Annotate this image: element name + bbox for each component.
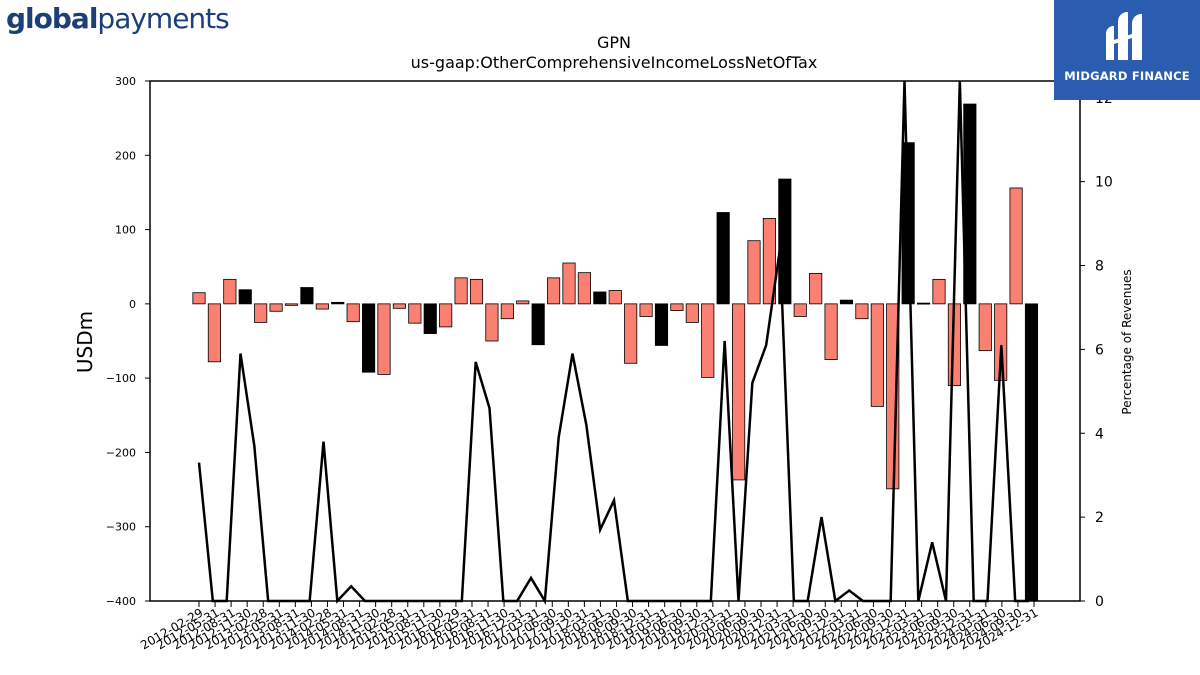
bar	[562, 262, 576, 305]
bar	[439, 303, 453, 328]
brand-logo: globalpayments	[6, 2, 230, 35]
y2-tick-label: 2	[1095, 510, 1104, 526]
bar	[269, 303, 283, 312]
plot-frame	[149, 80, 1081, 602]
y2-tick-label: 0	[1095, 594, 1104, 610]
bar	[408, 303, 422, 324]
y-tick-label: 0	[129, 298, 136, 311]
bar	[855, 303, 869, 320]
bar	[192, 292, 206, 305]
bar	[809, 272, 823, 305]
bar	[577, 272, 591, 305]
bar	[824, 303, 838, 360]
y-tick-label: 300	[115, 75, 136, 88]
bar	[423, 303, 437, 334]
bar	[1024, 303, 1039, 602]
bar	[732, 303, 746, 481]
bar	[454, 277, 468, 305]
y-tick-label: −300	[106, 521, 136, 534]
bar	[932, 278, 946, 305]
y2-tick-label: 8	[1095, 259, 1104, 275]
plot-area: −400−300−200−10001002003000246810122012-…	[106, 75, 1113, 652]
bar	[315, 303, 329, 310]
bar	[500, 303, 514, 320]
bar	[377, 303, 391, 375]
y-tick-label: −100	[106, 372, 136, 385]
bar	[392, 303, 406, 309]
bar	[284, 303, 299, 306]
bar	[747, 240, 761, 305]
y2-axis-label: Percentage of Revenues	[1120, 269, 1134, 414]
y-tick-label: 200	[115, 149, 136, 162]
midgard-logo-icon	[1106, 12, 1142, 60]
bar	[238, 289, 252, 305]
bar	[608, 290, 622, 305]
bar	[300, 287, 314, 305]
bar	[331, 301, 345, 305]
bar	[346, 303, 360, 323]
y2-tick-label: 10	[1095, 175, 1113, 191]
bar	[670, 303, 684, 311]
bar	[516, 300, 530, 305]
bar	[654, 303, 669, 346]
bar	[531, 303, 545, 346]
brand-logo-light: payments	[97, 2, 229, 35]
badge-text: MIDGARD FINANCE	[1064, 69, 1190, 83]
y-tick-label: 100	[115, 224, 136, 237]
y2-tick-label: 4	[1095, 426, 1104, 442]
y-tick-label: −200	[106, 446, 136, 459]
bar	[624, 303, 638, 364]
bar	[1009, 187, 1023, 305]
bar	[254, 303, 268, 323]
chart-title: GPN	[597, 33, 631, 52]
bar	[639, 303, 653, 317]
bar	[593, 291, 607, 305]
bar	[716, 212, 730, 305]
bar	[469, 278, 484, 305]
bar	[362, 303, 376, 373]
midgard-badge: MIDGARD FINANCE	[1054, 0, 1200, 100]
bar	[547, 277, 561, 305]
bar	[485, 303, 499, 342]
bar	[685, 303, 699, 323]
bar	[207, 303, 221, 363]
bar	[223, 278, 237, 305]
bar	[701, 303, 715, 378]
chart-subtitle: us-gaap:OtherComprehensiveIncomeLossNetO…	[411, 53, 818, 72]
bar	[762, 218, 776, 305]
bar	[978, 303, 992, 352]
y-axis-label: USDm	[73, 311, 97, 373]
y2-tick-label: 6	[1095, 342, 1104, 358]
brand-logo-bold: global	[6, 2, 98, 35]
bar	[870, 303, 884, 407]
bar	[793, 303, 807, 317]
y-tick-label: −400	[106, 595, 136, 608]
bar	[839, 299, 854, 305]
bar	[917, 302, 931, 305]
